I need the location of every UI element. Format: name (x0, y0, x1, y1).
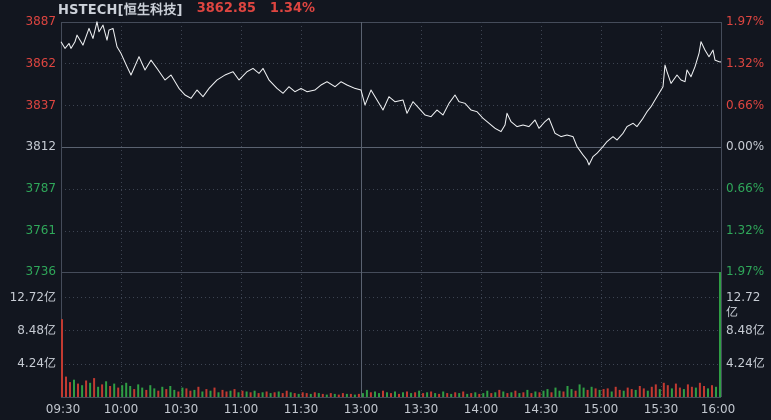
quote-header: HSTECH[恒生科技] 3862.85 1.34% (58, 0, 316, 18)
time-axis-label: 11:30 (283, 402, 319, 416)
symbol-name[interactable]: HSTECH[恒生科技] (58, 3, 183, 18)
time-axis-label: 15:30 (643, 402, 679, 416)
volume-axis-label: 4.24亿 (17, 356, 56, 370)
price-axis-label: 3862 (25, 56, 56, 70)
time-axis-label: 14:30 (523, 402, 559, 416)
percent-axis-label: 0.66% (726, 98, 765, 112)
change-percent: 1.34% (269, 1, 316, 16)
price-axis-label: 3761 (25, 223, 56, 237)
price-axis-label: 3887 (25, 14, 56, 28)
price-axis-label: 3837 (25, 98, 56, 112)
time-axis-label: 09:30 (45, 402, 81, 416)
percent-axis-label: 1.97% (726, 264, 765, 278)
price-axis-label: 3736 (25, 264, 56, 278)
volume-axis-label: 12.72亿 (9, 290, 56, 304)
time-axis-label: 15:00 (583, 402, 619, 416)
time-axis-label: 13:00 (343, 402, 379, 416)
time-axis-label: 11:00 (223, 402, 259, 416)
volume-axis-label: 8.48亿 (726, 323, 765, 337)
percent-axis-label: 1.32% (726, 56, 765, 70)
time-axis-label: 10:30 (163, 402, 199, 416)
percent-axis-label: 0.00% (726, 139, 765, 153)
volume-axis-label: 12.72亿 (726, 290, 761, 319)
time-axis-label: 13:30 (403, 402, 439, 416)
percent-axis-label: 0.66% (726, 181, 765, 195)
time-axis-label: 10:00 (103, 402, 139, 416)
percent-axis-label: 1.97% (726, 14, 765, 28)
percent-axis-label: 1.32% (726, 223, 765, 237)
price-axis-label: 3812 (25, 139, 56, 153)
volume-axis-label: 4.24亿 (726, 356, 765, 370)
volume-axis-label: 8.48亿 (17, 323, 56, 337)
last-price: 3862.85 (196, 1, 256, 16)
time-axis-label: 14:00 (463, 402, 499, 416)
price-axis-label: 3787 (25, 181, 56, 195)
time-axis-label: 16:00 (700, 402, 736, 416)
